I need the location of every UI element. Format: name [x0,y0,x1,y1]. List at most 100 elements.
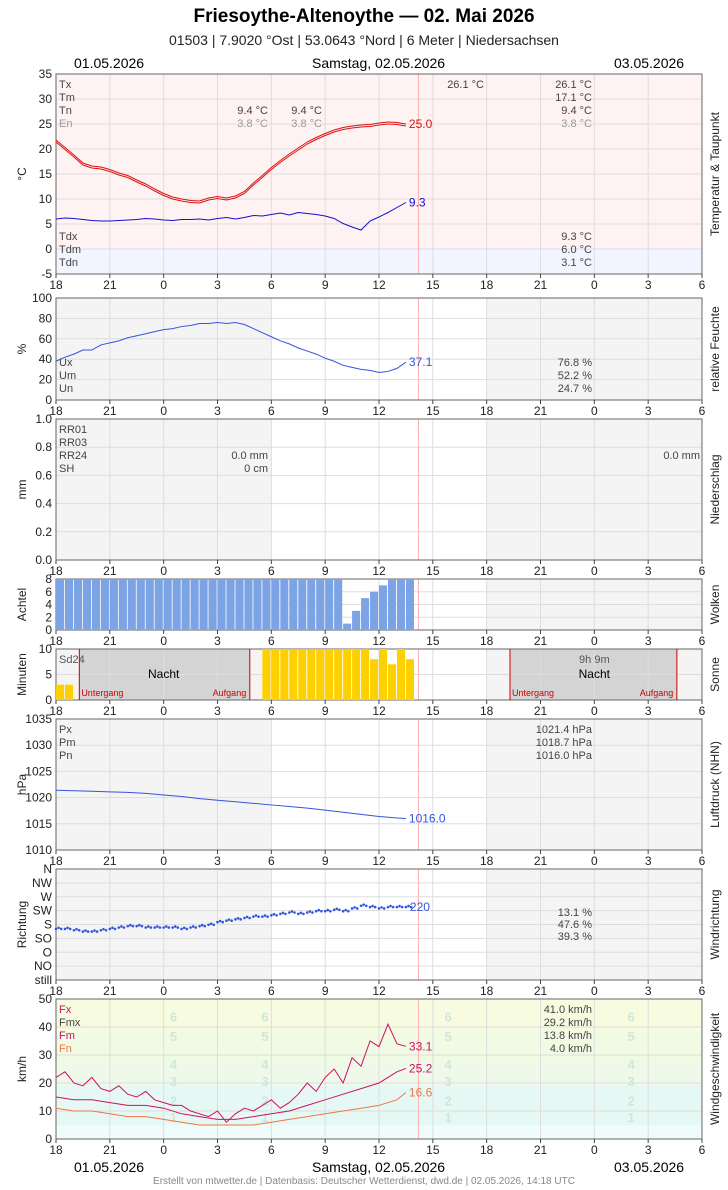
wind-direction-point [317,908,321,912]
beaufort-label: 1 [261,1110,268,1125]
stat-value: 9.4 °C [237,105,268,117]
cloud-bar [244,579,253,630]
stat-label: Um [59,370,76,382]
cloud-bar [289,579,298,630]
sunshine-bar [64,684,74,700]
panel-side-label: Wolken [708,585,722,625]
sunshine-bar [334,649,343,700]
x-tick-label: 21 [103,278,117,292]
series-line-fn [55,1092,407,1126]
wind-direction-point [185,927,189,931]
stat-value: 1018.7 hPa [536,737,593,749]
stat-label: Fn [59,1043,72,1055]
x-tick-label: 21 [103,404,117,418]
x-tick-label: 6 [268,984,275,998]
series-line-temperature-min [55,123,406,204]
wind-direction-point [216,920,219,924]
y-axis-label: Achtel [15,588,29,621]
sunshine-bar [325,649,334,700]
wind-direction-point [364,904,368,908]
cloud-bar [379,585,388,630]
stat-value: 1021.4 hPa [536,724,593,736]
y-tick-label: 6 [45,585,52,599]
stat-label: Pn [59,750,72,762]
series-line-relative-feuchte [55,321,407,373]
x-tick-label: 3 [645,634,652,648]
y-tick-label: -5 [41,267,52,281]
cloud-bar [235,579,244,630]
stat-value: 41.0 km/h [544,1004,592,1016]
cloud-bar [199,579,208,630]
sunshine-bar [396,649,406,700]
date-right: 03.05.2026 [614,55,685,71]
stat-label: Px [59,724,72,736]
wind-direction-point [72,928,76,932]
beaufort-label: 4 [170,1057,178,1072]
wind-direction-point [391,905,395,909]
wind-direction-point [95,930,99,933]
x-tick-label: 15 [426,1143,440,1157]
stat-label: SH [59,463,74,475]
stat-value: 1016.0 hPa [536,750,593,762]
wind-direction-point [182,926,186,930]
wind-direction-point [341,909,345,913]
x-tick-label: 6 [699,564,706,578]
stat-value: 47.6 % [558,919,592,931]
beaufort-label: 4 [628,1057,636,1072]
x-tick-label: 0 [160,984,167,998]
wind-direction-point [191,925,195,928]
wind-direction-point [234,918,237,921]
wind-direction-point [153,926,156,929]
wind-direction-point [248,916,251,920]
y-tick-label: 1030 [25,738,52,752]
x-tick-label: 0 [591,854,598,868]
sunshine-bar [307,649,316,700]
wind-direction-point [371,904,374,908]
wind-direction-point [386,905,390,909]
wind-direction-point [126,924,130,928]
x-tick-label: 0 [591,634,598,648]
x-tick-label: 6 [699,404,706,418]
series-end-label: 16.6 [409,1086,433,1100]
x-tick-label: 6 [268,278,275,292]
x-tick-label: 18 [49,854,63,868]
x-tick-label: 18 [480,404,494,418]
stat-label: Un [59,383,73,395]
x-tick-label: 9 [322,1143,329,1157]
wind-direction-point [400,905,404,909]
wind-direction-point [59,927,63,931]
x-tick-label: 9 [322,634,329,648]
cloud-bar [343,623,352,630]
x-tick-label: 6 [699,704,706,718]
y-tick-label: SO [35,931,52,945]
wind-direction-point [131,924,135,928]
x-tick-label: 6 [699,854,706,868]
x-tick-label: 0 [160,704,167,718]
wind-direction-point [102,927,105,931]
cloud-bar [208,579,217,630]
y-tick-label: 30 [39,92,53,106]
stat-label: RR24 [59,450,87,462]
wind-direction-point [198,924,201,928]
stat-label: Tdm [59,244,81,256]
x-tick-label: 18 [49,984,63,998]
wind-direction-point [263,914,267,917]
wind-direction-point [149,926,153,929]
x-tick-label: 3 [645,854,652,868]
wind-direction-point [93,929,96,932]
series-end-label: 33.1 [409,1039,433,1053]
wind-direction-point [68,927,72,931]
wind-direction-point [323,909,327,913]
stat-value: 3.8 °C [237,118,268,130]
x-tick-label: 21 [534,854,548,868]
y-tick-label: 40 [39,352,53,366]
beaufort-label: 4 [444,1057,452,1072]
date-right-bottom: 03.05.2026 [614,1159,685,1175]
series-end-label: 25.0 [409,117,433,131]
stat-value: 24.7 % [558,383,592,395]
stat-value: 4.0 km/h [550,1043,592,1055]
wind-direction-point [212,923,216,927]
cloud-bar [56,579,65,630]
wind-direction-point [129,923,132,927]
